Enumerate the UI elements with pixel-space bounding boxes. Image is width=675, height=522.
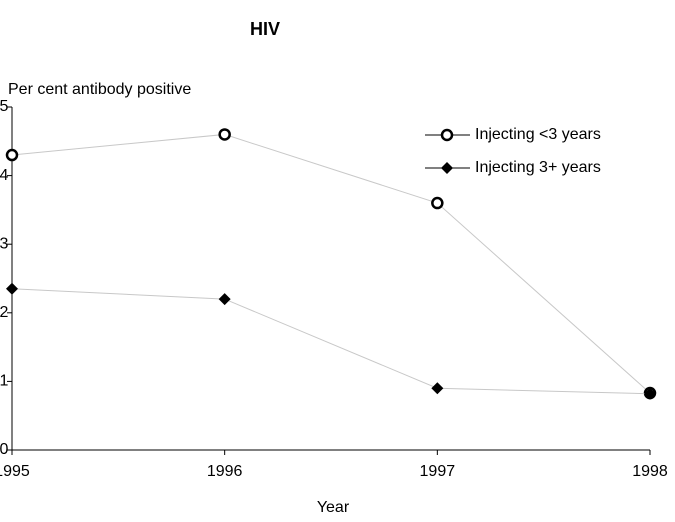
marker [6,282,18,295]
chart-title: HIV [250,19,280,39]
marker [5,148,19,162]
x-axis-label: Year [317,499,350,516]
y-tick-label: 0 [0,441,9,458]
marker [218,293,231,306]
legend-label: Injecting <3 years [475,126,601,143]
x-tick-label: 1995 [0,463,30,480]
x-tick-label: 1998 [632,463,668,480]
y-tick-label: 1 [0,373,9,390]
y-tick-label: 4 [0,167,9,184]
marker [431,382,444,395]
legend-marker [440,128,454,142]
y-axis-label: Per cent antibody positive [8,81,191,98]
legend-label: Injecting 3+ years [475,159,601,176]
y-tick-label: 5 [0,98,9,115]
series-line [11,133,651,394]
x-tick-label: 1997 [420,463,456,480]
y-tick-label: 2 [0,304,9,321]
legend-marker [441,162,453,174]
marker [644,387,656,400]
x-tick-label: 1996 [207,463,243,480]
y-tick-label: 3 [0,235,9,252]
series-line [11,288,651,395]
marker [431,196,444,210]
marker [218,128,231,141]
